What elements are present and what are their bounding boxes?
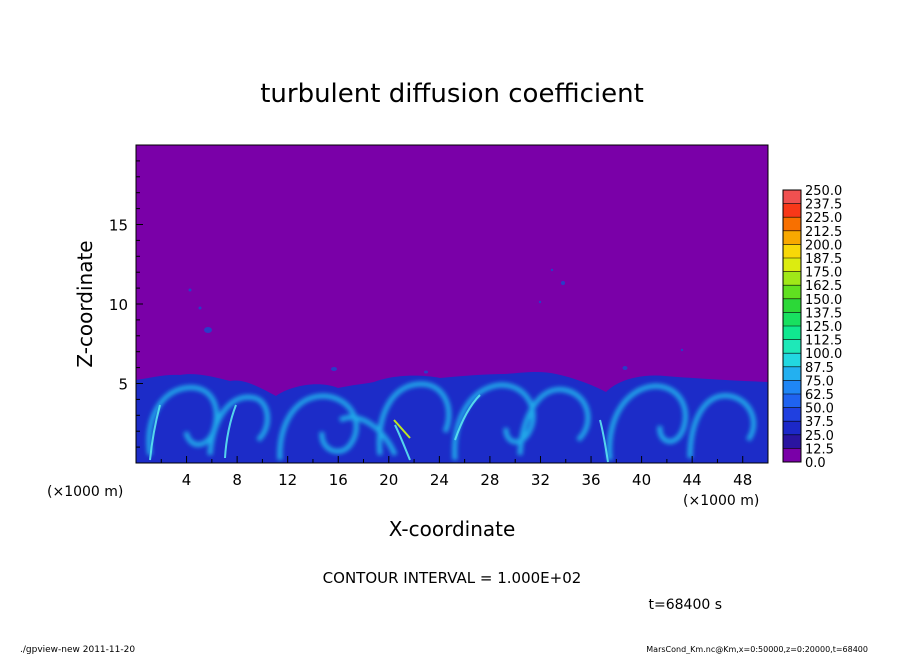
colorbar-swatch xyxy=(783,203,801,218)
colorbar-swatch xyxy=(783,394,801,408)
colorbar-swatch xyxy=(783,353,801,367)
x-axis-label: X-coordinate xyxy=(389,517,516,541)
colorbar-swatch xyxy=(783,366,801,381)
colorbar-label: 187.5 xyxy=(805,252,842,267)
colorbar-label: 212.5 xyxy=(805,225,842,240)
x-tick-label: 24 xyxy=(430,471,449,489)
colorbar-swatch xyxy=(783,217,801,231)
colorbar-label: 0.0 xyxy=(805,456,826,471)
x-tick-label: 44 xyxy=(683,471,702,489)
colorbar-swatch xyxy=(783,312,801,326)
colorbar-swatch xyxy=(783,271,801,286)
colorbar-label: 37.5 xyxy=(805,415,834,430)
colorbar-label: 125.0 xyxy=(805,320,842,335)
time-stamp: t=68400 s xyxy=(649,597,723,613)
eddy-highlights xyxy=(149,394,609,463)
colorbar-swatch xyxy=(783,448,801,462)
chart-title: turbulent diffusion coefficient xyxy=(260,79,644,109)
colorbar-swatch xyxy=(783,339,801,354)
colorbar-label: 237.5 xyxy=(805,198,842,213)
colorbar-swatch xyxy=(783,190,801,204)
colorbar-label: 200.0 xyxy=(805,238,842,253)
x-tick-label: 36 xyxy=(581,471,600,489)
y-tick-label: 10 xyxy=(109,296,128,314)
footer-right: MarsCond_Km.nc@Km,x=0:50000,z=0:20000,t=… xyxy=(646,645,868,654)
x-tick-label: 12 xyxy=(278,471,297,489)
colorbar-label: 150.0 xyxy=(805,293,842,308)
colorbar-swatch xyxy=(783,230,801,245)
x-tick-label: 48 xyxy=(733,471,752,489)
colorbar-label: 112.5 xyxy=(805,334,842,349)
colorbar-swatch xyxy=(783,244,801,258)
colorbar-label: 12.5 xyxy=(805,442,834,457)
x-tick-label: 28 xyxy=(480,471,499,489)
colorbar-swatch xyxy=(783,285,801,299)
colorbar-swatch xyxy=(783,407,801,422)
colorbar-label: 62.5 xyxy=(805,388,834,403)
colorbar-swatch xyxy=(783,434,801,449)
x-tick-label: 8 xyxy=(232,471,242,489)
x-axis-unit: (×1000 m) xyxy=(683,493,759,509)
colorbar-label: 225.0 xyxy=(805,211,842,226)
colorbar-label: 50.0 xyxy=(805,402,834,417)
colorbar-label: 75.0 xyxy=(805,374,834,389)
contour-interval-text: CONTOUR INTERVAL = 1.000E+02 xyxy=(323,569,582,587)
peak-streak xyxy=(393,419,411,439)
colorbar-label: 250.0 xyxy=(805,184,842,199)
colorbar-swatch xyxy=(783,326,801,340)
colorbar-swatch xyxy=(783,421,801,435)
colorbar-label: 100.0 xyxy=(805,347,842,362)
x-tick-label: 4 xyxy=(182,471,192,489)
colorbar-label: 162.5 xyxy=(805,279,842,294)
y-axis-unit: (×1000 m) xyxy=(47,484,123,500)
heatmap-field xyxy=(136,145,768,463)
x-tick-label: 20 xyxy=(379,471,398,489)
colorbar-label: 137.5 xyxy=(805,306,842,321)
colorbar-label: 25.0 xyxy=(805,429,834,444)
footer-left: ./gpview-new 2011-11-20 xyxy=(20,645,135,654)
x-tick-label: 40 xyxy=(632,471,651,489)
colorbar-label: 175.0 xyxy=(805,266,842,281)
eddy-structures xyxy=(146,381,757,461)
y-axis: 5 10 15 xyxy=(109,160,143,448)
colorbar-label: 87.5 xyxy=(805,361,834,376)
colorbar-swatch xyxy=(783,380,801,394)
x-axis: 4 8 12 16 20 24 28 32 36 40 44 48 xyxy=(160,456,752,489)
y-tick-label: 5 xyxy=(118,376,128,394)
x-tick-label: 32 xyxy=(531,471,550,489)
x-tick-label: 16 xyxy=(329,471,348,489)
y-tick-label: 15 xyxy=(109,217,128,235)
colorbar-swatch xyxy=(783,258,801,272)
colorbar: 0.012.525.037.550.062.575.087.5100.0112.… xyxy=(782,184,842,471)
y-axis-label: Z-coordinate xyxy=(73,240,97,367)
isolated-patches xyxy=(188,268,684,374)
colorbar-swatch xyxy=(783,298,801,313)
